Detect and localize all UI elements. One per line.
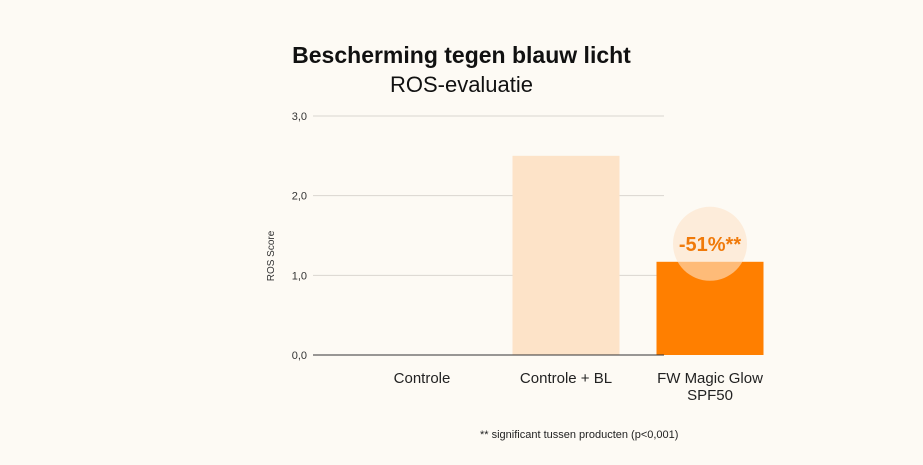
- y-tick-label: 3,0: [292, 111, 307, 123]
- chart-title: Bescherming tegen blauw licht: [292, 42, 631, 68]
- y-tick-label: 0,0: [292, 350, 307, 362]
- x-tick-label: FW Magic Glow: [657, 370, 763, 387]
- footnote: ** significant tussen producten (p<0,001…: [480, 429, 679, 441]
- chart-subtitle: ROS-evaluatie: [389, 72, 534, 97]
- x-tick-label: Controle + BL: [520, 370, 612, 387]
- y-tick-label: 1,0: [292, 270, 307, 282]
- x-tick-label: SPF50: [687, 387, 733, 404]
- x-tick-label: Controle: [394, 370, 451, 387]
- y-axis-label: ROS Score: [266, 230, 277, 281]
- annotation-badge: [673, 206, 747, 281]
- bar: [512, 155, 620, 355]
- y-tick-label: 2,0: [292, 191, 307, 203]
- annotation-label: -51%**: [679, 234, 741, 256]
